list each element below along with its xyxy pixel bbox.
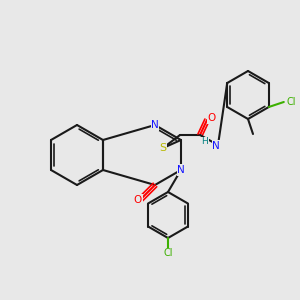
Text: Cl: Cl: [163, 248, 173, 258]
Text: O: O: [134, 195, 142, 205]
Text: Cl: Cl: [286, 97, 296, 107]
Text: N: N: [177, 165, 185, 175]
Text: O: O: [208, 113, 216, 123]
Text: H: H: [202, 137, 208, 146]
Text: S: S: [159, 143, 167, 153]
Text: N: N: [212, 141, 220, 151]
Text: N: N: [151, 120, 159, 130]
